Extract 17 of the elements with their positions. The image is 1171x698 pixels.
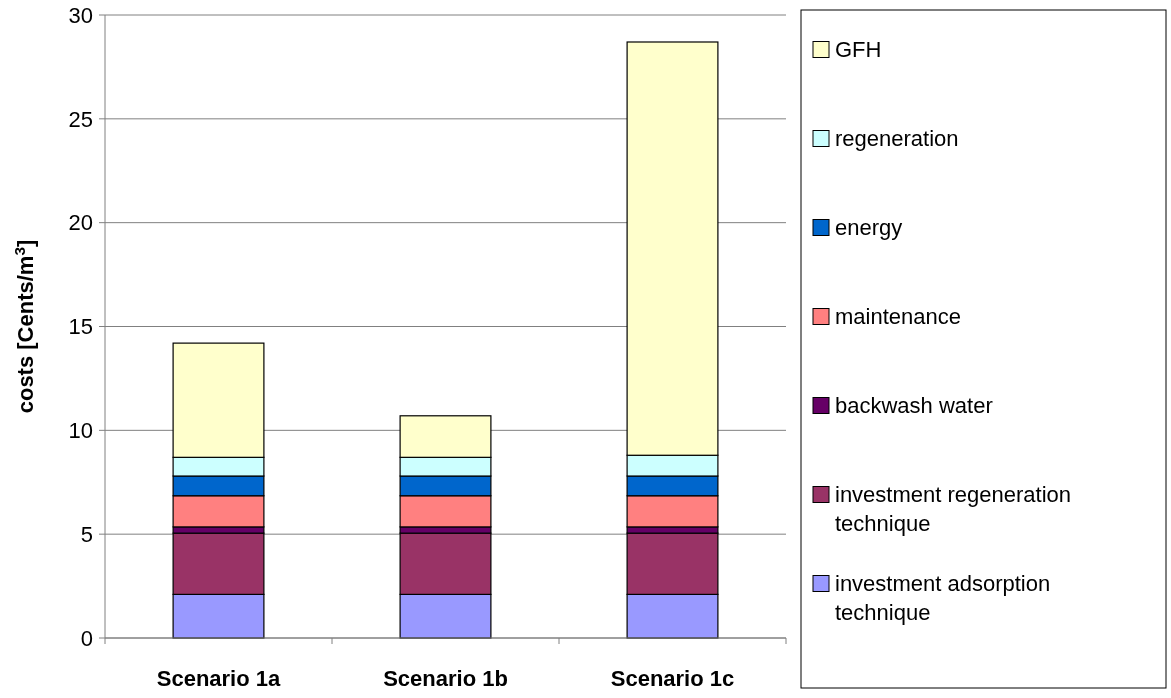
y-tick-label: 25 [68,106,93,132]
legend-label: backwash water [835,393,993,419]
y-tick-label: 15 [68,314,93,340]
x-tick-label: Scenario 1c [610,666,735,691]
x-tick-label: Scenario 1b [383,666,508,691]
legend-label: maintenance [835,304,961,330]
x-tick-label: Scenario 1a [156,666,282,691]
legend-label: energy [835,215,903,241]
y-tick-label: 30 [68,2,93,28]
legend-label: regeneration [835,126,959,152]
y-tick-label: 0 [80,625,93,651]
y-tick-label: 20 [68,210,93,236]
legend-label: investment regeneration technique [835,482,1072,536]
y-tick-label: 10 [68,418,93,444]
legend-label: investment adsorption technique [835,571,1051,625]
y-tick-label: 5 [80,521,93,547]
legend-label: GFH [835,37,882,63]
